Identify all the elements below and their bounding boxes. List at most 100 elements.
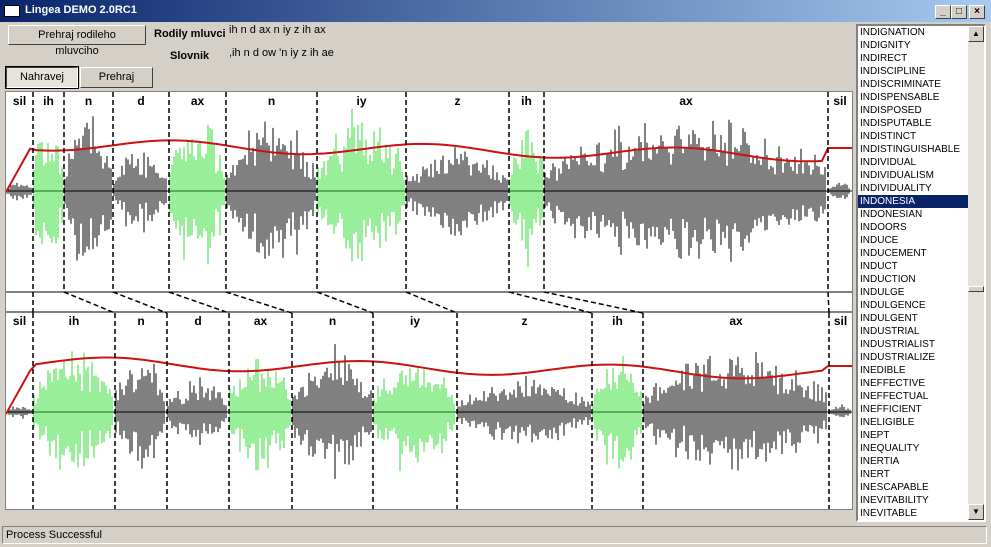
phoneme-label: iy	[410, 314, 420, 328]
word-list-item[interactable]: INDISTINCT	[860, 131, 917, 142]
word-list-item[interactable]: INDISPENSABLE	[860, 92, 940, 103]
word-list-scrollbar[interactable]: ▲ ▼	[968, 26, 984, 520]
waveform-segment-d	[113, 152, 167, 233]
phoneme-label: n	[137, 314, 144, 328]
scroll-down-icon[interactable]: ▼	[968, 504, 984, 520]
word-list-item[interactable]: INELIGIBLE	[860, 417, 915, 428]
word-list-item[interactable]: INDISTINGUISHABLE	[860, 144, 961, 155]
status-bar: Process Successful	[0, 524, 991, 547]
word-list-item[interactable]: INDONESIA	[858, 195, 970, 208]
word-list-item[interactable]: INEPT	[860, 430, 890, 441]
word-list-item[interactable]: INEFFECTUAL	[860, 391, 929, 402]
phoneme-label: n	[85, 94, 92, 108]
alignment-connector	[405, 291, 458, 314]
waveform-segment-n	[64, 116, 112, 261]
word-list-item[interactable]: INDOORS	[860, 222, 907, 233]
word-list-item[interactable]: INDUCT	[860, 261, 898, 272]
play-native-speaker-button[interactable]: Prehraj rodileho mluvciho	[8, 25, 146, 57]
word-list-item[interactable]: INDONESIAN	[860, 209, 923, 220]
scroll-up-icon[interactable]: ▲	[968, 26, 984, 42]
pitch-curve	[6, 139, 852, 193]
waveform-segment-z	[457, 375, 591, 444]
waveform-segment-ax	[544, 119, 826, 262]
waveform-segment-ih	[33, 351, 113, 470]
word-list-item[interactable]: INDISCIPLINE	[860, 66, 926, 77]
waveform-segment-iy	[373, 367, 455, 471]
waveform-segment-ih	[509, 129, 543, 267]
minimize-button[interactable]: _	[935, 5, 951, 19]
alignment-connector	[63, 291, 116, 314]
alignment-connector	[225, 291, 293, 314]
phoneme-label: iy	[356, 94, 366, 108]
phoneme-label: ih	[43, 94, 54, 108]
word-list-item[interactable]: INDUSTRIAL	[860, 326, 920, 337]
phoneme-label: sil	[834, 314, 847, 328]
word-list-item[interactable]: INDUSTRIALIST	[860, 339, 936, 350]
app-icon	[4, 5, 20, 17]
word-list-item[interactable]: INDUSTRIALIZE	[860, 352, 936, 363]
word-list-item[interactable]: INDISCRIMINATE	[860, 79, 941, 90]
word-list-item[interactable]: INDUCTION	[860, 274, 916, 285]
close-button[interactable]: ×	[969, 5, 985, 19]
phoneme-label: n	[329, 314, 336, 328]
waveform-panel[interactable]: sil ih n d ax n iy z ih ax sil sil ih n d ax n iy z ih ax sil	[5, 91, 853, 510]
dictionary-label: Slovnik	[170, 50, 210, 62]
word-list-item[interactable]: INDULGE	[860, 287, 905, 298]
word-list-item[interactable]: INEDIBLE	[860, 365, 906, 376]
word-list-item[interactable]: INDISPOSED	[860, 105, 922, 116]
waveform-segment-n	[226, 121, 316, 259]
word-list-item[interactable]: INEQUALITY	[860, 443, 920, 454]
alignment-connector	[543, 291, 644, 314]
phoneme-label: d	[137, 94, 144, 108]
phoneme-label: ax	[679, 94, 693, 108]
word-list-item[interactable]: INDULGENT	[860, 313, 918, 324]
phoneme-label: sil	[13, 314, 26, 328]
maximize-button[interactable]: □	[951, 5, 967, 19]
word-list-item[interactable]: INDIVIDUALISM	[860, 170, 934, 181]
word-list-item[interactable]: INDIGNATION	[860, 27, 925, 38]
word-list-item[interactable]: INEVITABILITY	[860, 495, 929, 506]
word-list-item[interactable]: INERT	[860, 469, 890, 480]
phoneme-label: ax	[729, 314, 743, 328]
phoneme-label: ih	[612, 314, 623, 328]
waveform-segment-sil	[6, 406, 32, 419]
dictionary-transcription: ,ih n d ow 'n iy z ih ae	[229, 47, 334, 59]
word-list-item[interactable]: INDIVIDUALITY	[860, 183, 932, 194]
word-list-item[interactable]: INDISPUTABLE	[860, 118, 932, 129]
alignment-connector	[112, 291, 168, 314]
pitch-curve	[6, 356, 852, 415]
title-bar[interactable]: Lingea DEMO 2.0RC1 _ □ ×	[0, 0, 991, 22]
status-text: Process Successful	[2, 526, 987, 544]
word-list-item[interactable]: INDIVIDUAL	[860, 157, 917, 168]
waveform-segment-ax	[229, 358, 291, 471]
word-list-item[interactable]: INEVITABLE	[860, 508, 918, 519]
word-list-item[interactable]: INDUCEMENT	[860, 248, 927, 259]
word-list-item[interactable]: INESCAPABLE	[860, 482, 929, 493]
waveform-segment-ih	[592, 356, 642, 469]
alignment-connector	[316, 291, 374, 314]
waveform-canvas[interactable]: sil ih n d ax n iy z ih ax sil sil ih n d ax n iy z ih ax sil	[6, 92, 852, 509]
word-list-item[interactable]: INDIGNITY	[860, 40, 911, 51]
waveform-segment-z	[406, 147, 508, 236]
word-list-items[interactable]: INDIGNATION INDIGNITY INDIRECT INDISCIPLINE…	[858, 26, 970, 520]
alignment-connector	[508, 291, 593, 314]
word-list[interactable]: INDIGNATION INDIGNITY INDIRECT INDISCIPLINE…	[856, 24, 986, 522]
phoneme-label: ax	[254, 314, 268, 328]
waveform-segment-iy	[317, 108, 405, 262]
word-list-item[interactable]: INEFFECTIVE	[860, 378, 926, 389]
word-list-item[interactable]: INEFFICIENT	[860, 404, 922, 415]
record-button[interactable]: Nahravej	[5, 66, 79, 89]
alignment-connector	[827, 291, 830, 314]
alignment-connector	[168, 291, 230, 314]
phoneme-label: z	[455, 94, 461, 108]
waveform-segment-ax	[643, 352, 827, 471]
word-list-item[interactable]: INERTIA	[860, 456, 900, 467]
word-list-item[interactable]: INDULGENCE	[860, 300, 926, 311]
scrollbar-thumb[interactable]	[968, 286, 984, 292]
play-button[interactable]: Prehraj	[80, 67, 153, 88]
phoneme-label: sil	[13, 94, 26, 108]
waveform-segment-sil	[829, 404, 851, 418]
word-list-item[interactable]: INDIRECT	[860, 53, 908, 64]
phoneme-label: n	[268, 94, 275, 108]
word-list-item[interactable]: INDUCE	[860, 235, 899, 246]
